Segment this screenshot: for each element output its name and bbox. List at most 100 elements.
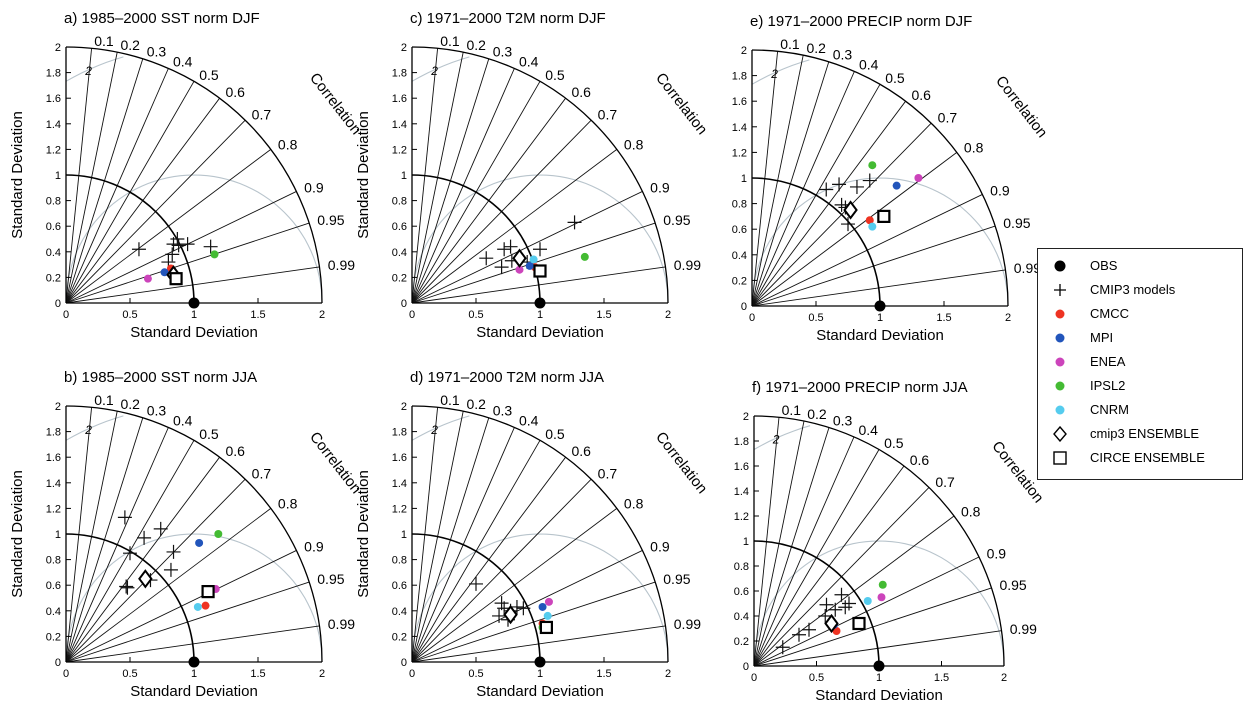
taylor-panel-f: 20.1 0.2 0.30.40.50.60.70.80.90.950.99Corr… [734, 379, 1047, 703]
enea-marker-icon [1052, 354, 1068, 370]
rms-arc [753, 540, 1005, 667]
correlation-tick-label: 0.2 [466, 396, 486, 412]
y-tick-label: 1 [55, 529, 61, 541]
correlation-tick-label: 0.8 [278, 137, 298, 153]
correlation-tick-label: 0.9 [987, 545, 1007, 561]
rms-label: 2 [770, 67, 778, 81]
y-tick-label: 0.8 [46, 196, 61, 208]
y-tick-label: 0.2 [46, 272, 61, 284]
correlation-tick-label: 0.8 [278, 496, 298, 512]
y-tick-label: 0.2 [392, 272, 407, 284]
y-tick-label: 1.2 [734, 511, 749, 523]
correlation-tick-label: 0.9 [990, 183, 1010, 199]
legend-item-cnrm: CNRM [1038, 399, 1242, 421]
y-axis-label: Standard Deviation [9, 111, 26, 239]
y-tick-label: 0.6 [46, 221, 61, 233]
rms-arc [411, 56, 470, 82]
y-tick-label: 0.6 [46, 580, 61, 592]
y-tick-label: 0.6 [732, 224, 747, 236]
outer-sd-arc [65, 46, 323, 304]
y-tick-label: 1.8 [46, 68, 61, 80]
reference-sd-arc [65, 174, 195, 304]
cnrm-point [193, 602, 202, 611]
rms-arc [751, 177, 1009, 307]
outer-sd-arc [411, 405, 669, 663]
taylor-panel-c: 2 0.1 0.2 0.3 0.4 0.5 0.6 0.7 0.8 0.9 0.95 0.99 Corr… [355, 10, 711, 341]
correlation-tick-label: 0.7 [598, 107, 618, 123]
rms-label: 2 [772, 433, 780, 447]
rms-arc [411, 415, 470, 441]
x-tick-label: 0.5 [122, 309, 137, 321]
x-tick-label: 2 [1001, 672, 1007, 684]
correlation-tick-label: 0.99 [328, 257, 355, 273]
square-marker-icon [1052, 450, 1068, 466]
correlation-tick-label: 0.95 [1003, 215, 1030, 231]
correlation-tick-label: 0.7 [938, 110, 958, 126]
obs-point [873, 660, 885, 672]
correlation-tick-label: 0.2 [466, 37, 486, 53]
cmip3-model-point [123, 546, 137, 561]
correlation-tick-label: 0.4 [859, 57, 879, 73]
correlation-tick-label: 0.4 [173, 54, 193, 70]
taylor-panel-a: 20.1 0.2 0.30.40.50.60.70.80.90.950.99Corr… [9, 10, 365, 341]
x-tick-label: 1 [537, 309, 543, 321]
correlation-tick-label: 0.99 [674, 257, 701, 273]
outer-sd-arc [751, 49, 1009, 307]
x-tick-label: 0.5 [468, 668, 483, 680]
correlation-tick-label: 0.7 [252, 466, 272, 482]
y-tick-label: 1.2 [392, 503, 407, 515]
y-tick-label: 0.4 [46, 247, 61, 259]
rms-arc [65, 415, 124, 441]
cmcc-point [865, 216, 874, 225]
rms-label: 2 [430, 64, 438, 78]
panel-title: a) 1985–2000 SST norm DJF [64, 10, 260, 27]
taylor-panel-b: 20.1 0.2 0.30.40.50.60.70.80.90.950.99Corr… [9, 369, 365, 700]
cmcc-point [201, 601, 210, 610]
y-tick-label: 1.6 [392, 452, 407, 464]
cmip3-model-point [469, 576, 483, 591]
reference-sd-arc [753, 540, 880, 667]
cnrm-point [863, 597, 872, 605]
x-tick-label: 0 [63, 309, 69, 321]
ipsl2-point [580, 252, 589, 261]
correlation-tick-label: 0.95 [317, 571, 344, 587]
correlation-tick-label: 0.5 [885, 70, 905, 86]
ipsl2-point [878, 580, 887, 589]
cmip3-model-point [203, 239, 218, 254]
reference-sd-arc [751, 177, 881, 307]
x-axis-label: Standard Deviation [130, 683, 258, 700]
rms-arc [411, 533, 669, 663]
panel-title: e) 1971–2000 PRECIP norm DJF [750, 13, 972, 30]
y-tick-label: 1.8 [392, 427, 407, 439]
y-tick-label: 1 [741, 173, 747, 185]
correlation-tick-label: 0.9 [650, 180, 670, 196]
x-tick-label: 2 [319, 309, 325, 321]
circe-ensemble-point [852, 616, 866, 631]
obs-point [188, 297, 200, 309]
x-tick-label: 2 [665, 668, 671, 680]
obs-marker-icon [1052, 258, 1068, 274]
correlation-tick-label: 0.8 [964, 140, 984, 156]
x-tick-label: 0 [751, 672, 757, 684]
x-tick-label: 0.5 [809, 672, 824, 684]
rms-arc [751, 59, 810, 85]
cmip3-model-point [516, 601, 531, 616]
correlation-tick-label: 0.9 [304, 539, 324, 555]
correlation-tick-label: 0.1 [440, 33, 460, 49]
cmip3-ensemble-point [138, 569, 153, 589]
y-tick-label: 0 [743, 661, 749, 673]
cmip3-model-point [509, 599, 524, 614]
correlation-tick-label: 0.3 [493, 44, 513, 60]
correlation-tick-label: 0.99 [1010, 621, 1037, 637]
x-axis-label: Standard Deviation [476, 683, 604, 700]
correlation-tick-label: 0.4 [519, 413, 539, 429]
cmip3-model-point [131, 242, 146, 257]
y-tick-label: 1 [55, 170, 61, 182]
x-tick-label: 1 [877, 312, 883, 324]
cmip3-model-point [792, 627, 806, 642]
x-tick-label: 0 [749, 312, 755, 324]
y-tick-label: 0.6 [392, 221, 407, 233]
correlation-tick-label: 0.95 [999, 577, 1026, 593]
mpi-point [525, 261, 534, 270]
x-axis-label: Standard Deviation [476, 324, 604, 341]
